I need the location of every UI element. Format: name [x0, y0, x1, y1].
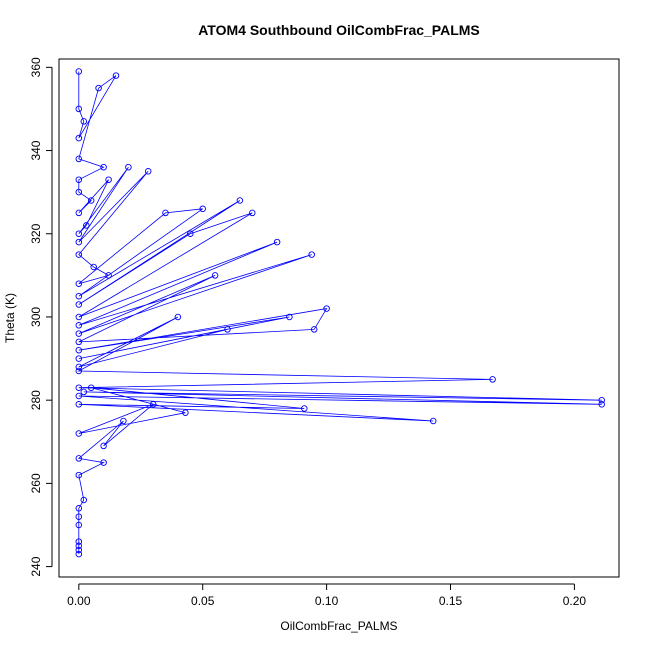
data-point	[187, 230, 194, 237]
x-tick-label: 0.20	[563, 594, 587, 608]
data-point	[75, 313, 83, 321]
y-tick-label: 240	[29, 556, 43, 576]
data-point	[75, 550, 83, 558]
data-point	[182, 409, 189, 416]
data-point	[75, 301, 83, 308]
data-point	[249, 209, 256, 217]
data-point	[75, 209, 83, 217]
data-point	[75, 155, 83, 163]
data-point	[144, 168, 152, 175]
data-point	[95, 84, 102, 92]
data-point	[598, 401, 605, 408]
data-point	[80, 496, 88, 504]
data-point	[308, 251, 315, 258]
data-point	[75, 513, 83, 520]
y-axis: 240 260 280 300 320 340 360	[29, 57, 53, 577]
data-point	[125, 163, 132, 171]
data-point	[236, 197, 244, 204]
data-point	[323, 305, 330, 312]
data-point	[429, 417, 437, 425]
data-point	[100, 459, 107, 466]
data-point	[75, 176, 83, 183]
data-point	[75, 471, 83, 479]
data-point	[75, 455, 83, 462]
data-point	[75, 134, 83, 142]
x-axis: 0.00 0.05 0.10 0.15 0.20	[67, 583, 587, 608]
data-point	[112, 72, 120, 79]
data-point	[105, 176, 112, 183]
data-point	[75, 430, 83, 437]
data-point	[75, 188, 83, 196]
data-point	[75, 363, 83, 371]
data-point	[211, 272, 219, 279]
data-point	[83, 222, 90, 229]
data-point	[75, 338, 83, 346]
data-point	[87, 384, 95, 391]
chart-title: ATOM4 Southbound OilCombFrac_PALMS	[198, 22, 480, 38]
y-tick-label: 320	[29, 223, 43, 243]
data-point	[75, 401, 83, 408]
y-tick-label: 280	[29, 390, 43, 410]
series-line	[77, 71, 602, 555]
data-point	[273, 238, 281, 246]
data-point	[75, 355, 83, 362]
data-point	[105, 272, 112, 279]
x-tick-label: 0.10	[315, 594, 339, 608]
data-point	[90, 263, 97, 271]
data-point	[75, 505, 83, 512]
x-tick-label: 0.15	[439, 594, 463, 608]
x-tick-label: 0.05	[191, 594, 215, 608]
data-point	[174, 313, 182, 321]
data-point	[75, 251, 83, 258]
data-point	[75, 384, 83, 391]
data-point	[224, 326, 231, 333]
data-point	[75, 238, 83, 246]
data-point	[100, 163, 107, 171]
series-layer	[75, 68, 605, 558]
data-point	[100, 442, 107, 450]
data-point	[75, 521, 83, 529]
data-point	[75, 392, 83, 400]
data-point	[489, 376, 496, 383]
data-point	[75, 105, 83, 113]
y-tick-label: 360	[29, 57, 43, 77]
data-point	[149, 401, 157, 408]
data-point	[75, 68, 83, 75]
data-point	[75, 542, 83, 550]
data-point	[75, 322, 83, 329]
data-point	[80, 388, 88, 396]
data-point	[162, 209, 169, 217]
data-point	[75, 538, 83, 545]
data-point	[75, 546, 83, 554]
data-point	[598, 396, 605, 404]
y-tick-label: 340	[29, 140, 43, 160]
data-point	[87, 197, 95, 204]
data-point	[75, 230, 83, 237]
data-point	[75, 367, 83, 375]
data-point	[199, 205, 206, 213]
y-tick-label: 300	[29, 307, 43, 327]
data-point	[75, 292, 83, 300]
data-point	[75, 346, 83, 354]
data-point	[75, 330, 83, 337]
data-point	[120, 417, 127, 425]
x-axis-label: OilCombFrac_PALMS	[280, 619, 397, 633]
data-point	[310, 326, 318, 333]
data-point	[75, 280, 83, 287]
plot-frame	[58, 58, 620, 578]
y-axis-label: Theta (K)	[3, 293, 17, 343]
y-tick-label: 260	[29, 473, 43, 493]
data-point	[301, 405, 308, 412]
x-tick-label: 0.00	[67, 594, 91, 608]
data-point	[80, 118, 88, 125]
data-point	[286, 313, 293, 321]
